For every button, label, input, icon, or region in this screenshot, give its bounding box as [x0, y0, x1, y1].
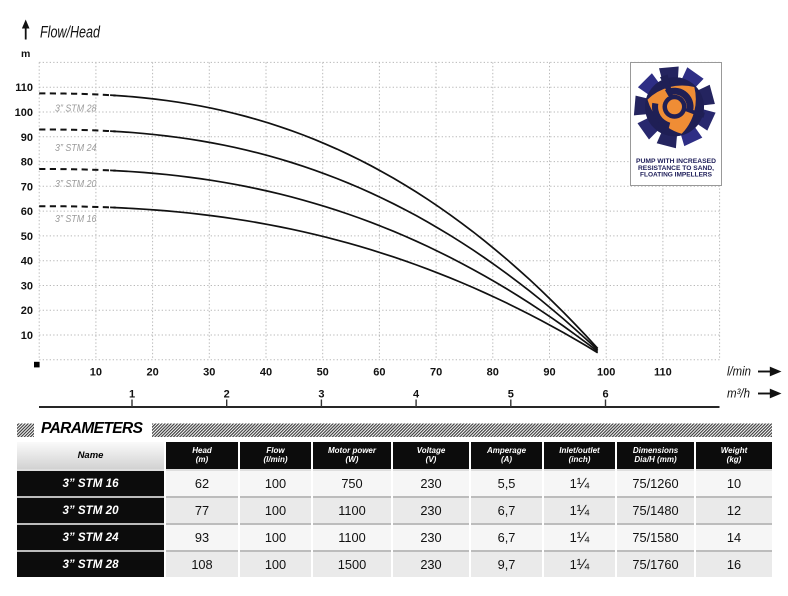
svg-text:m³/h: m³/h [727, 386, 750, 400]
svg-text:60: 60 [21, 206, 33, 218]
svg-text:10: 10 [90, 367, 102, 379]
svg-text:3” STM 28: 3” STM 28 [55, 102, 97, 114]
svg-text:5: 5 [508, 388, 514, 400]
svg-text:3” STM 20: 3” STM 20 [55, 178, 97, 190]
svg-text:3” STM 16: 3” STM 16 [55, 213, 97, 225]
svg-text:6: 6 [602, 388, 608, 400]
svg-text:Flow/Head: Flow/Head [40, 23, 100, 42]
svg-text:1: 1 [129, 388, 135, 400]
svg-text:60: 60 [373, 367, 385, 379]
svg-text:20: 20 [21, 305, 33, 317]
svg-text:10: 10 [21, 330, 33, 342]
svg-text:l/min: l/min [727, 365, 751, 379]
svg-text:20: 20 [146, 367, 158, 379]
svg-text:100: 100 [597, 367, 615, 379]
svg-text:30: 30 [203, 367, 215, 379]
svg-text:110: 110 [15, 82, 33, 94]
svg-text:90: 90 [543, 367, 555, 379]
svg-text:100: 100 [15, 107, 33, 119]
svg-text:110: 110 [654, 367, 672, 379]
svg-text:30: 30 [21, 281, 33, 293]
svg-text:PUMP WITH INCREASED: PUMP WITH INCREASED [636, 158, 716, 165]
svg-text:40: 40 [260, 367, 272, 379]
svg-text:70: 70 [21, 181, 33, 193]
svg-text:80: 80 [487, 367, 499, 379]
svg-text:50: 50 [317, 367, 329, 379]
svg-text:2: 2 [224, 388, 230, 400]
svg-text:50: 50 [21, 231, 33, 243]
svg-text:RESISTANCE TO SAND,: RESISTANCE TO SAND, [638, 165, 714, 172]
svg-text:3” STM 24: 3” STM 24 [55, 142, 97, 154]
svg-text:3: 3 [318, 388, 324, 400]
svg-text:70: 70 [430, 367, 442, 379]
svg-text:FLOATING IMPELLERS: FLOATING IMPELLERS [640, 172, 712, 179]
svg-text:m: m [21, 48, 30, 60]
svg-text:90: 90 [21, 132, 33, 144]
svg-text:40: 40 [21, 256, 33, 268]
svg-text:80: 80 [21, 157, 33, 169]
svg-text:4: 4 [413, 388, 420, 400]
